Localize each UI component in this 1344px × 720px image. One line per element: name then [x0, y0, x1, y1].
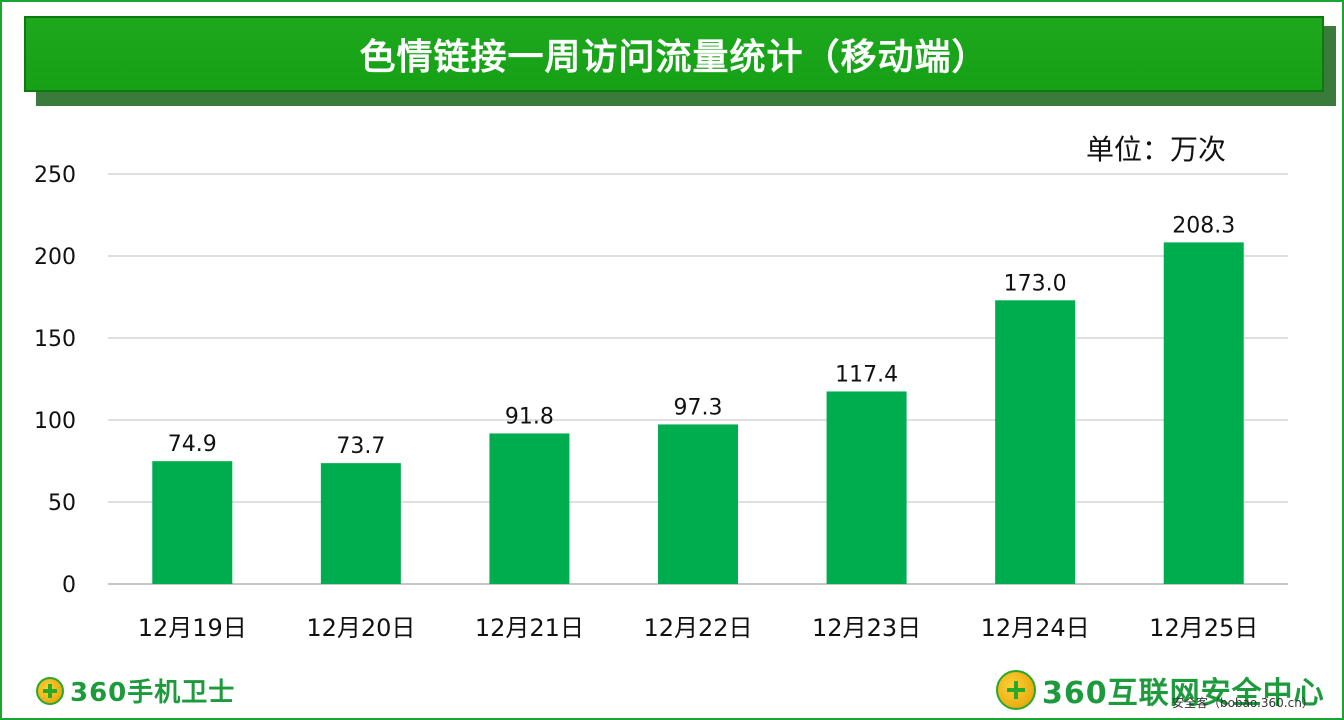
data-label: 117.4 [835, 362, 898, 387]
bar [826, 391, 907, 584]
x-tick-label: 12月25日 [1149, 614, 1258, 642]
shield-icon [996, 670, 1036, 710]
x-tick-label: 12月24日 [981, 614, 1090, 642]
x-tick-label: 12月21日 [475, 614, 584, 642]
y-tick-label: 150 [34, 327, 76, 352]
x-tick-label: 12月23日 [812, 614, 921, 642]
data-label: 91.8 [505, 404, 554, 429]
unit-label: 单位：万次 [1086, 133, 1227, 166]
bar-chart: 0 50 100 150 200 250 74.9 12月19日 73.7 12月20日 91.8 1… [34, 163, 1288, 642]
brand-name-left: 360手机卫士 [70, 678, 236, 708]
bar [1163, 242, 1244, 584]
data-label: 173.0 [1004, 271, 1067, 296]
x-tick-label: 12月19日 [138, 614, 247, 642]
brand-logo-left: 360手机卫士 [36, 672, 235, 709]
data-label: 73.7 [336, 434, 385, 459]
bar [489, 433, 570, 584]
data-label: 208.3 [1172, 213, 1235, 238]
y-tick-label: 100 [34, 409, 76, 434]
bar [658, 424, 738, 584]
title-banner: 色情链接一周访问流量统计（移动端） [24, 16, 1324, 92]
y-tick-label: 250 [34, 163, 76, 188]
bar [152, 461, 233, 584]
chart-title: 色情链接一周访问流量统计（移动端） [359, 37, 989, 78]
brand-name-right: 360互联网安全中心 [1042, 676, 1325, 711]
x-tick-label: 12月22日 [643, 614, 752, 642]
shield-icon [36, 676, 64, 705]
source-site: 安全客（bobao.360.cn） [1172, 696, 1314, 710]
brand-logo-right: 360互联网安全中心 [996, 668, 1325, 712]
y-tick-label: 200 [34, 245, 76, 270]
x-tick-label: 12月20日 [306, 614, 415, 642]
bar [995, 300, 1076, 584]
bar [320, 463, 401, 584]
data-label: 74.9 [168, 432, 217, 457]
y-tick-label: 0 [62, 573, 76, 598]
data-label: 97.3 [674, 395, 723, 420]
y-tick-label: 50 [48, 491, 76, 516]
